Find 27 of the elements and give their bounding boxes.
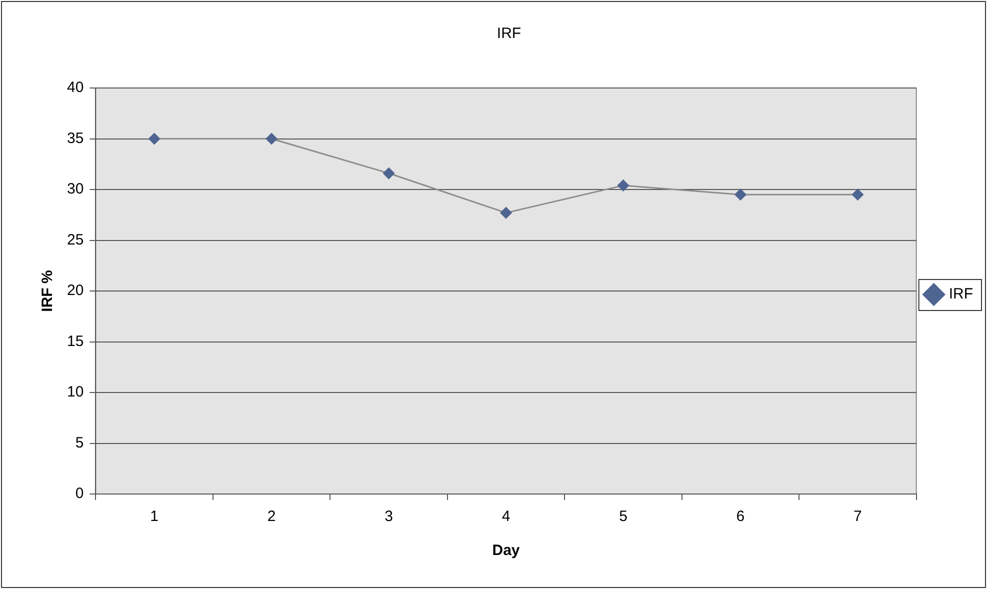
y-tick-label: 5	[75, 434, 84, 452]
y-tick-label: 40	[66, 79, 84, 96]
x-axis-title: Day	[492, 542, 520, 560]
x-tick-label: 2	[267, 508, 276, 526]
legend-label: IRF	[948, 286, 974, 303]
point	[617, 180, 629, 192]
y-tick-label: 20	[66, 282, 84, 300]
y-tick-label: 35	[66, 130, 84, 147]
y-axis-title: IRF %	[39, 270, 56, 312]
x-tick-label: 1	[150, 508, 158, 526]
y-tick-label: 15	[66, 332, 84, 350]
x-tick-label: 5	[619, 508, 628, 526]
y-tick-label: 10	[66, 384, 84, 401]
x-tick-label: 7	[854, 508, 862, 526]
point	[852, 188, 864, 200]
y-tick-label: 30	[66, 180, 84, 198]
point	[148, 133, 160, 144]
chart-title: IRF	[496, 25, 522, 42]
point	[383, 168, 395, 180]
x-tick-label: 6	[736, 508, 745, 526]
point	[266, 133, 278, 144]
y-tick-label: 25	[66, 231, 84, 248]
point	[734, 188, 746, 200]
x-tick-label: 4	[502, 508, 510, 526]
point	[500, 207, 512, 219]
y-tick-label: 0	[75, 485, 84, 502]
x-tick-label: 3	[384, 508, 393, 526]
